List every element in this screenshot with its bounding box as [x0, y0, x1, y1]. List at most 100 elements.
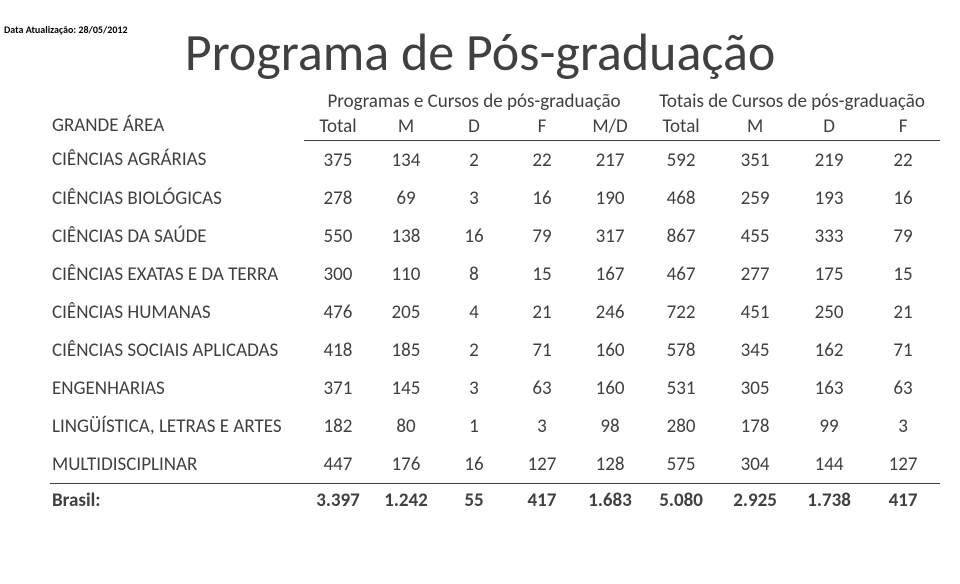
cell-value: 110: [372, 255, 440, 293]
cell-value: 193: [792, 179, 866, 217]
cell-value: 375: [304, 141, 372, 180]
cell-value: 22: [508, 141, 576, 180]
cell-value: 178: [718, 407, 792, 445]
cell-value: 722: [644, 293, 718, 331]
footer-cell: 1.738: [792, 484, 866, 517]
cell-value: 259: [718, 179, 792, 217]
page-title: Programa de Pós-graduação: [0, 20, 960, 84]
cell-value: 592: [644, 141, 718, 180]
row-label: LINGÜÍSTICA, LETRAS E ARTES: [50, 407, 304, 445]
cell-value: 127: [508, 445, 576, 484]
cell-value: 447: [304, 445, 372, 484]
cell-value: 468: [644, 179, 718, 217]
cell-value: 79: [508, 217, 576, 255]
cell-value: 21: [508, 293, 576, 331]
cell-value: 217: [576, 141, 644, 180]
col-f-1: F: [508, 115, 576, 141]
row-label: MULTIDISCIPLINAR: [50, 445, 304, 484]
cell-value: 16: [866, 179, 940, 217]
cell-value: 3: [508, 407, 576, 445]
cell-value: 219: [792, 141, 866, 180]
update-text: Data Atualização: 28/05/2012: [4, 23, 128, 36]
cell-value: 16: [440, 445, 508, 484]
cell-value: 550: [304, 217, 372, 255]
cell-value: 15: [866, 255, 940, 293]
row-label: CIÊNCIAS DA SAÚDE: [50, 217, 304, 255]
row-label: CIÊNCIAS AGRÁRIAS: [50, 141, 304, 180]
table-row: ENGENHARIAS37114536316053130516363: [50, 369, 940, 407]
cell-value: 531: [644, 369, 718, 407]
cell-value: 167: [576, 255, 644, 293]
cell-value: 160: [576, 369, 644, 407]
footer-cell: 5.080: [644, 484, 718, 517]
cell-value: 185: [372, 331, 440, 369]
cell-value: 144: [792, 445, 866, 484]
cell-value: 351: [718, 141, 792, 180]
table-row: LINGÜÍSTICA, LETRAS E ARTES1828013982801…: [50, 407, 940, 445]
cell-value: 2: [440, 331, 508, 369]
cell-value: 280: [644, 407, 718, 445]
cell-value: 277: [718, 255, 792, 293]
cell-value: 4: [440, 293, 508, 331]
cell-value: 1: [440, 407, 508, 445]
cell-value: 345: [718, 331, 792, 369]
footer-cell: 55: [440, 484, 508, 517]
cell-value: 134: [372, 141, 440, 180]
table-row: CIÊNCIAS BIOLÓGICAS278693161904682591931…: [50, 179, 940, 217]
cell-value: 867: [644, 217, 718, 255]
footer-cell: 417: [508, 484, 576, 517]
cell-value: 300: [304, 255, 372, 293]
footer-label: Brasil:: [50, 484, 304, 517]
cell-value: 205: [372, 293, 440, 331]
cell-value: 69: [372, 179, 440, 217]
cell-value: 15: [508, 255, 576, 293]
cell-value: 371: [304, 369, 372, 407]
cell-value: 16: [508, 179, 576, 217]
col-total-2: Total: [644, 115, 718, 141]
cell-value: 455: [718, 217, 792, 255]
footer-cell: 1.242: [372, 484, 440, 517]
update-date: Data Atualização: 28/05/2012: [4, 23, 128, 36]
col-m-2: M: [718, 115, 792, 141]
cell-value: 163: [792, 369, 866, 407]
cell-value: 333: [792, 217, 866, 255]
cell-value: 63: [866, 369, 940, 407]
cell-value: 162: [792, 331, 866, 369]
cell-value: 190: [576, 179, 644, 217]
cell-value: 128: [576, 445, 644, 484]
table-row: CIÊNCIAS EXATAS E DA TERRA30011081516746…: [50, 255, 940, 293]
cell-value: 175: [792, 255, 866, 293]
col-total-1: Total: [304, 115, 372, 141]
cell-value: 80: [372, 407, 440, 445]
col-m-1: M: [372, 115, 440, 141]
cell-value: 575: [644, 445, 718, 484]
table-row: CIÊNCIAS DA SAÚDE55013816793178674553337…: [50, 217, 940, 255]
col-d-2: D: [792, 115, 866, 141]
cell-value: 246: [576, 293, 644, 331]
row-label: CIÊNCIAS BIOLÓGICAS: [50, 179, 304, 217]
table-footer-row: Brasil:3.3971.242554171.6835.0802.9251.7…: [50, 484, 940, 517]
cell-value: 99: [792, 407, 866, 445]
cell-value: 176: [372, 445, 440, 484]
cell-value: 63: [508, 369, 576, 407]
table-row: MULTIDISCIPLINAR447176161271285753041441…: [50, 445, 940, 484]
data-table: GRANDE ÁREA Programas e Cursos de pós-gr…: [50, 90, 940, 516]
row-label: CIÊNCIAS HUMANAS: [50, 293, 304, 331]
cell-value: 21: [866, 293, 940, 331]
col-md-1: M/D: [576, 115, 644, 141]
cell-value: 145: [372, 369, 440, 407]
cell-value: 2: [440, 141, 508, 180]
footer-cell: 2.925: [718, 484, 792, 517]
table-row: CIÊNCIAS SOCIAIS APLICADAS41818527116057…: [50, 331, 940, 369]
footer-cell: 3.397: [304, 484, 372, 517]
cell-value: 317: [576, 217, 644, 255]
cell-value: 16: [440, 217, 508, 255]
header-group-totais: Totais de Cursos de pós-graduação: [644, 90, 940, 115]
col-d-1: D: [440, 115, 508, 141]
cell-value: 578: [644, 331, 718, 369]
cell-value: 22: [866, 141, 940, 180]
row-label: CIÊNCIAS SOCIAIS APLICADAS: [50, 331, 304, 369]
cell-value: 182: [304, 407, 372, 445]
cell-value: 160: [576, 331, 644, 369]
cell-value: 79: [866, 217, 940, 255]
